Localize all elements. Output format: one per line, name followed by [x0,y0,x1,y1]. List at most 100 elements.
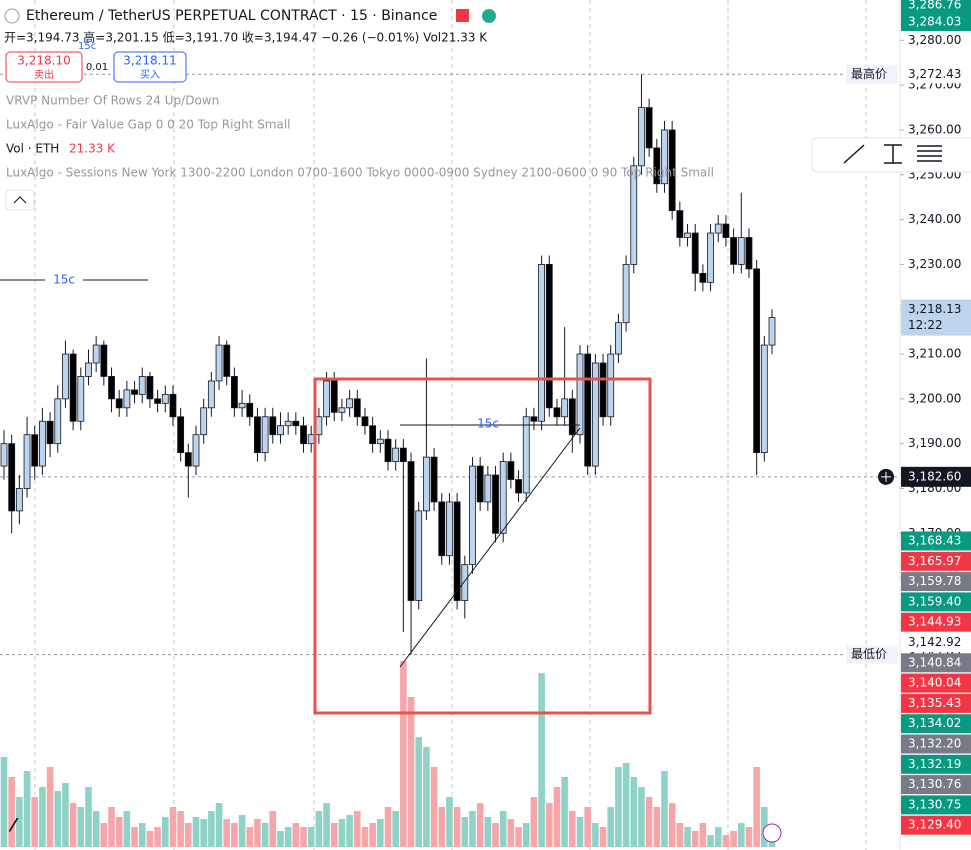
volume-bar [161,817,169,847]
candle-body [46,420,54,445]
tool-hline[interactable] [884,144,902,164]
candle-body [607,353,615,418]
candle-body [645,107,653,149]
candle-body [453,501,461,601]
candle-body [315,416,323,436]
candle-body [269,416,277,436]
volume-bar [392,811,399,847]
volume-bar [200,819,207,847]
volume-bar [254,819,261,847]
volume-bar [69,803,77,847]
volume-bar [522,823,530,847]
collapse-button[interactable] [5,189,35,211]
stack-label-bg [901,551,971,571]
volume-bar [545,803,553,847]
buy-price[interactable]: 3,218.11 [123,54,176,68]
tool-line[interactable] [843,144,865,164]
candle-body [760,344,768,454]
volume-bar [707,835,714,847]
stack-label-bg [901,693,971,713]
candle-body [622,264,630,324]
last-price-bg [901,299,971,336]
crosshair-plus-icon [881,471,891,482]
chevron [13,196,27,204]
stack-label: 3,135.43 [908,696,961,710]
header: Ethereum / TetherUS PERPETUAL CONTRACT ·… [4,8,714,211]
stack-label: 3,130.76 [908,777,961,791]
candle-body [100,344,108,377]
candle-body [699,272,707,283]
candle-body [630,165,638,265]
candle-body [361,416,369,427]
spread: 0.01 [86,62,108,73]
volume-bar [346,815,353,847]
buy-label[interactable]: 买入 [140,69,160,81]
volume-bar [737,823,745,847]
volume-bar [138,823,146,847]
candle-body [207,380,215,409]
candle-body [230,376,238,409]
candle-body [300,425,307,445]
volume-bar [430,767,438,847]
buy-button[interactable] [113,51,187,83]
candle-body [23,434,31,489]
trend-line [399,427,581,668]
sell-label[interactable]: 卖出 [34,68,54,81]
candle-body [653,147,661,185]
crosshair-value: 3,182.60 [908,469,961,483]
last-price: 3,218.13 [908,302,961,316]
price-axis: 3,150.003,160.003,170.003,180.003,190.00… [899,0,971,850]
session-tag: 15c [53,273,75,287]
volume-bar [530,797,538,847]
stack-label-bg [901,13,971,31]
alert-icon[interactable] [762,823,782,843]
candle-body [15,488,23,512]
candle-body [407,461,415,601]
volume-bar [177,811,184,847]
candle-body [146,376,154,400]
candle-body [691,232,699,274]
candle-body [499,461,507,534]
tool-fib[interactable] [917,145,942,162]
candle-body [576,353,584,436]
volume-bar [415,737,423,847]
candle-body [0,443,8,467]
volume-bar [407,697,415,847]
stack-label-bg [901,592,971,612]
candle-body [292,420,300,427]
vol-value: 21.33 K [69,142,116,156]
volume-bar [8,777,15,847]
volume-bar [476,803,484,847]
candle-body [461,564,469,601]
volume-bar [553,787,561,847]
stack-label: 3,140.04 [908,676,961,690]
volume-bar [0,757,8,847]
sell-price[interactable]: 3,218.10 [17,54,70,68]
volume-bar [323,803,330,847]
volume-bar [653,807,661,847]
volume-bar [469,811,476,847]
volume-bar [338,819,346,847]
status-icon [482,9,496,23]
candle-body [446,501,453,557]
volume-bar [730,831,737,847]
candle-body [638,107,645,167]
candle-body [108,376,115,400]
volume-bar [238,815,246,847]
candle-body [538,264,545,422]
volume-bar [192,817,200,847]
fvg-tag: 15c [477,417,499,431]
candle-body [399,447,407,462]
stack-label-bg [901,0,971,14]
stack-label: 3,142.92 [908,635,961,649]
stack-label: 3,132.20 [908,737,961,751]
stack-label: 3,130.75 [908,797,961,811]
stack-label-bg [901,795,971,815]
candle-body [284,420,292,427]
candle-body [553,407,561,418]
tick-label: 3,210.00 [908,347,961,361]
volume-bar [538,673,545,847]
volume-bar [446,797,453,847]
sell-button[interactable] [5,51,83,83]
